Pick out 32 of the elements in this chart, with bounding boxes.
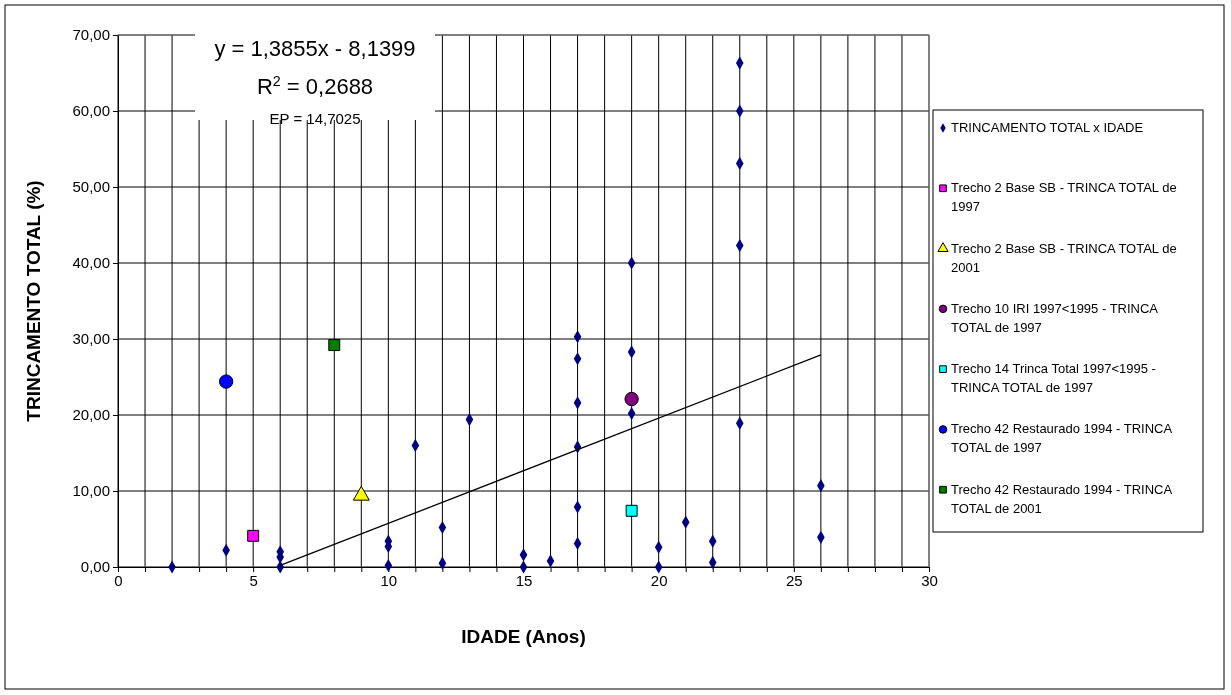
legend-label: Trecho 10 IRI 1997<1995 - TRINCA TOTAL de 1997 <box>951 300 1159 335</box>
x-tick-label: 10 <box>380 571 398 589</box>
y-axis-title: TRINCAMENTO TOTAL (%) <box>23 180 44 422</box>
annotation: R$^{2}$ = 0,2688 <box>256 73 374 99</box>
legend-label: Trecho 14 Trinca Total 1997<1995 - TRINCA TOTAL de 1997 <box>951 361 1156 396</box>
x-axis-title: IDADE (Anos) <box>461 626 586 647</box>
point <box>218 374 234 389</box>
point <box>625 504 638 517</box>
y-tick-label: 50,00 <box>72 178 110 196</box>
x-tick-label: 20 <box>650 571 668 589</box>
annotation: EP = 14,7025 <box>269 110 361 127</box>
legend-label: Trecho 42 Restaurado 1994 - TRINCA TOTAL de 1997 <box>951 421 1173 456</box>
point <box>247 529 260 542</box>
x-tick-label: 30 <box>921 571 938 589</box>
y-tick-label: 70,00 <box>72 26 110 44</box>
y-tick-label: 10,00 <box>72 482 110 500</box>
annotation: y = 1,3855x - 8,1399 <box>214 36 416 61</box>
y-tick-label: 60,00 <box>72 102 110 120</box>
point <box>328 339 341 352</box>
x-tick-label: 25 <box>785 571 803 589</box>
y-tick-label: 20,00 <box>72 406 110 424</box>
y-tick-label: 0,00 <box>80 558 110 576</box>
y-tick-label: 30,00 <box>72 330 110 348</box>
legend-label: Trecho 2 Base SB - TRINCA TOTAL de 1997 <box>951 180 1177 215</box>
x-tick-label: 0 <box>114 571 123 589</box>
x-tick-label: 5 <box>249 571 258 589</box>
point <box>624 391 639 407</box>
x-tick-label: 15 <box>515 571 533 589</box>
legend-label: Trecho 2 Base SB - TRINCA TOTAL de 2001 <box>951 240 1177 275</box>
y-tick-label: 40,00 <box>72 254 110 272</box>
legend-label: Trecho 42 Restaurado 1994 - TRINCA TOTAL de 2001 <box>951 481 1173 516</box>
legend-label: TRINCAMENTO TOTAL x IDADE <box>951 120 1144 135</box>
